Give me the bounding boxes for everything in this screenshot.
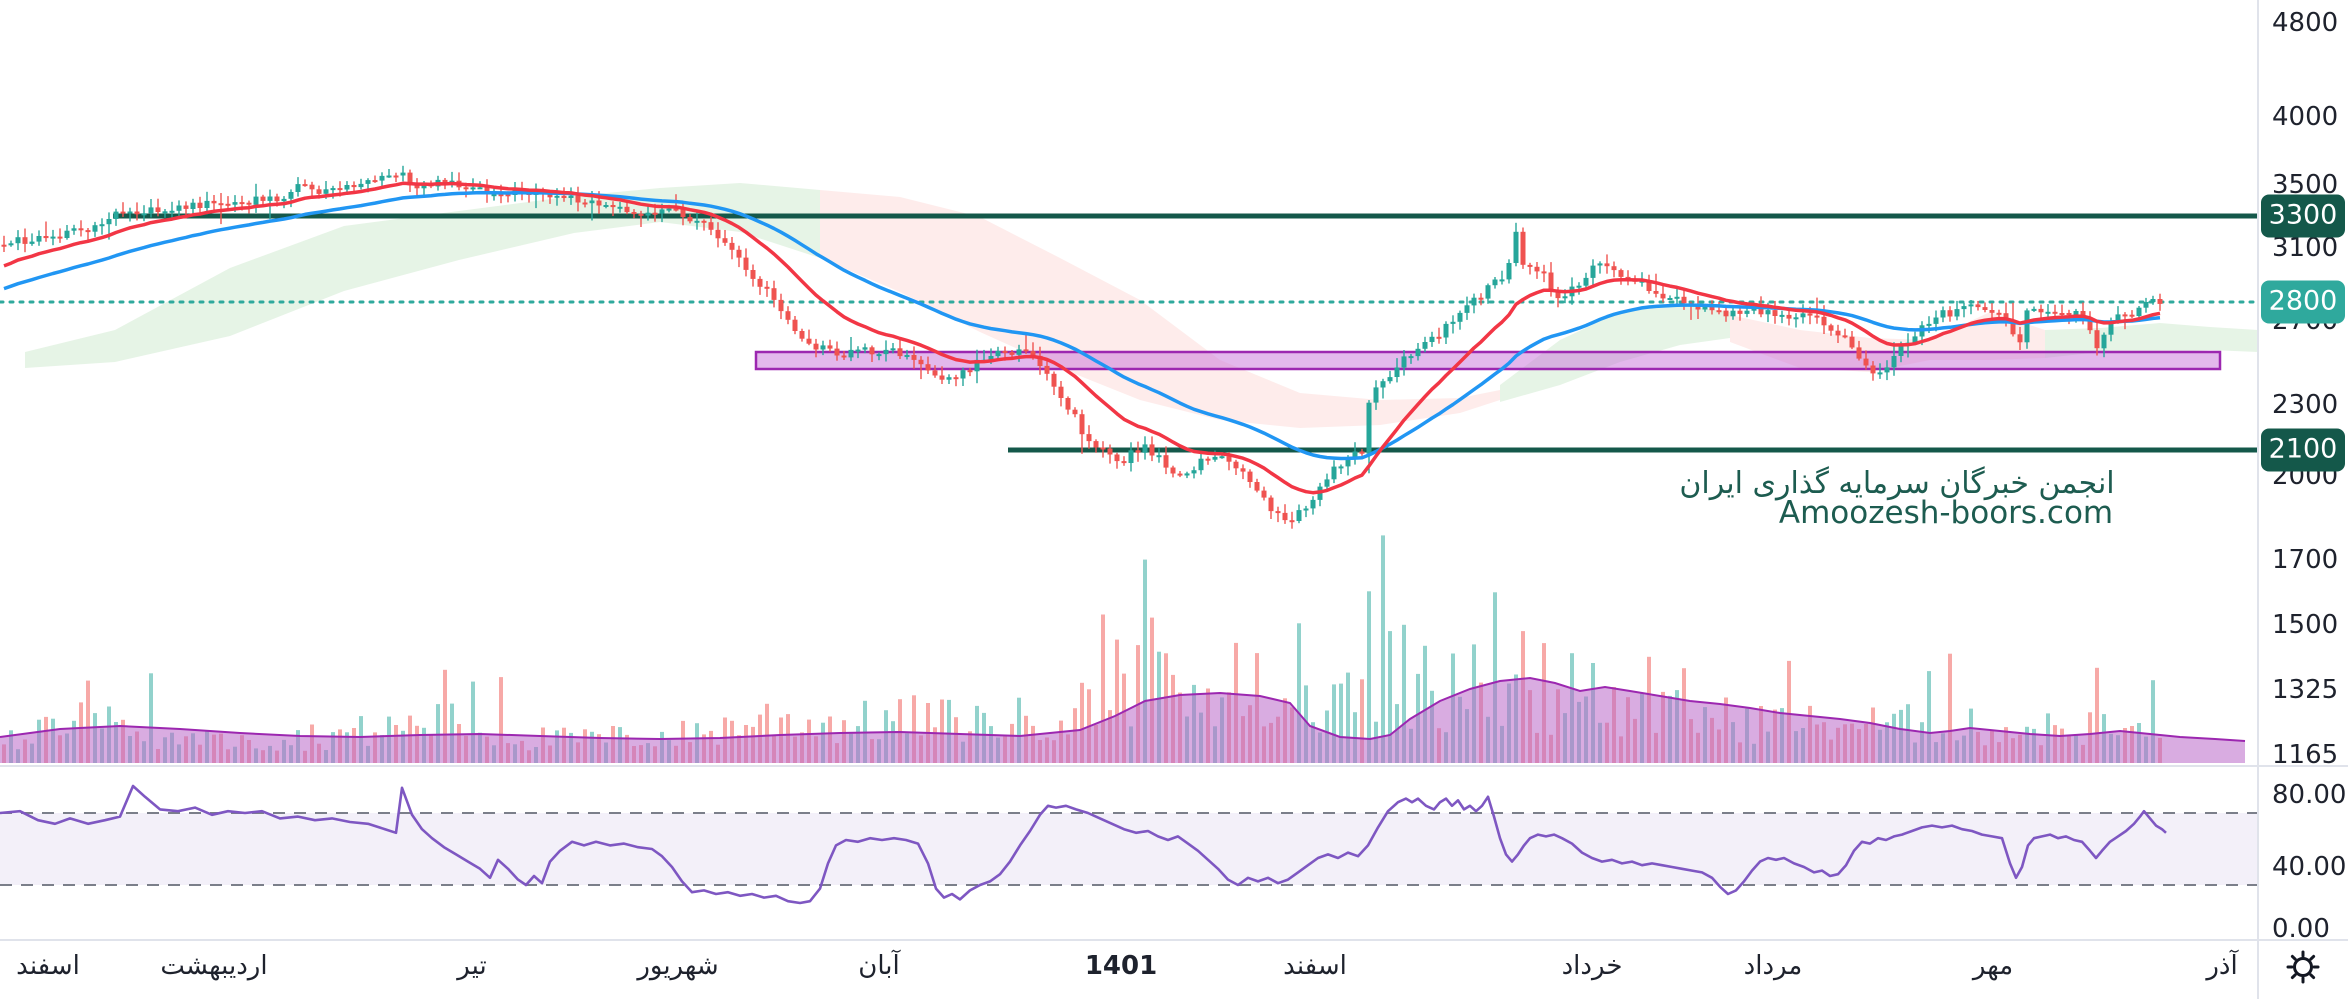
price-tick-label: 4000 <box>2272 102 2339 132</box>
time-axis-label: اردیبهشت <box>160 951 268 981</box>
price-tick-label: 1165 <box>2272 740 2339 770</box>
candle-bodies <box>1 172 2163 523</box>
price-level-badge: 3300 <box>2261 194 2345 238</box>
price-tick-label: 4800 <box>2272 8 2339 38</box>
price-level-badge: 2100 <box>2261 428 2345 472</box>
ichimoku-cloud-green <box>25 183 820 368</box>
volume-ma-area <box>0 678 2245 763</box>
time-axis-label: تیر <box>457 951 487 981</box>
time-axis-label: مهر <box>1972 951 2014 981</box>
price-tick-label: 1325 <box>2272 675 2339 705</box>
price-tick-label: 1700 <box>2272 545 2339 575</box>
rsi-tick-label: 80.00 <box>2272 780 2347 810</box>
rsi-tick-label: 40.00 <box>2272 852 2347 882</box>
sun-icon[interactable] <box>2286 950 2320 984</box>
price-level-badge: 2800 <box>2261 280 2345 324</box>
time-axis-label: آذر <box>2206 951 2238 981</box>
time-axis-label: اسفند <box>1283 951 1347 981</box>
rsi-band-fill <box>0 813 2258 885</box>
time-axis-label: خرداد <box>1561 951 1623 981</box>
time-axis-label: 1401 <box>1084 951 1158 981</box>
price-tick-label: 1500 <box>2272 610 2339 640</box>
rsi-tick-label: 0.00 <box>2272 914 2330 944</box>
time-axis-label: مرداد <box>1743 951 1803 981</box>
rsi-line <box>0 784 2167 905</box>
price-zone-rect[interactable] <box>754 350 2222 371</box>
price-tick-label: 3500 <box>2272 170 2339 200</box>
volume-ma-line <box>0 676 2246 742</box>
time-axis-label: آبان <box>858 951 900 981</box>
ichimoku-cloud-red <box>820 190 1500 428</box>
price-tick-label: 3100 <box>2272 233 2339 263</box>
time-axis-label: شهریور <box>637 951 719 981</box>
ma-fast-line <box>3 181 2161 495</box>
price-tick-label: 2300 <box>2272 390 2339 420</box>
time-axis-label: اسفند <box>16 951 80 981</box>
